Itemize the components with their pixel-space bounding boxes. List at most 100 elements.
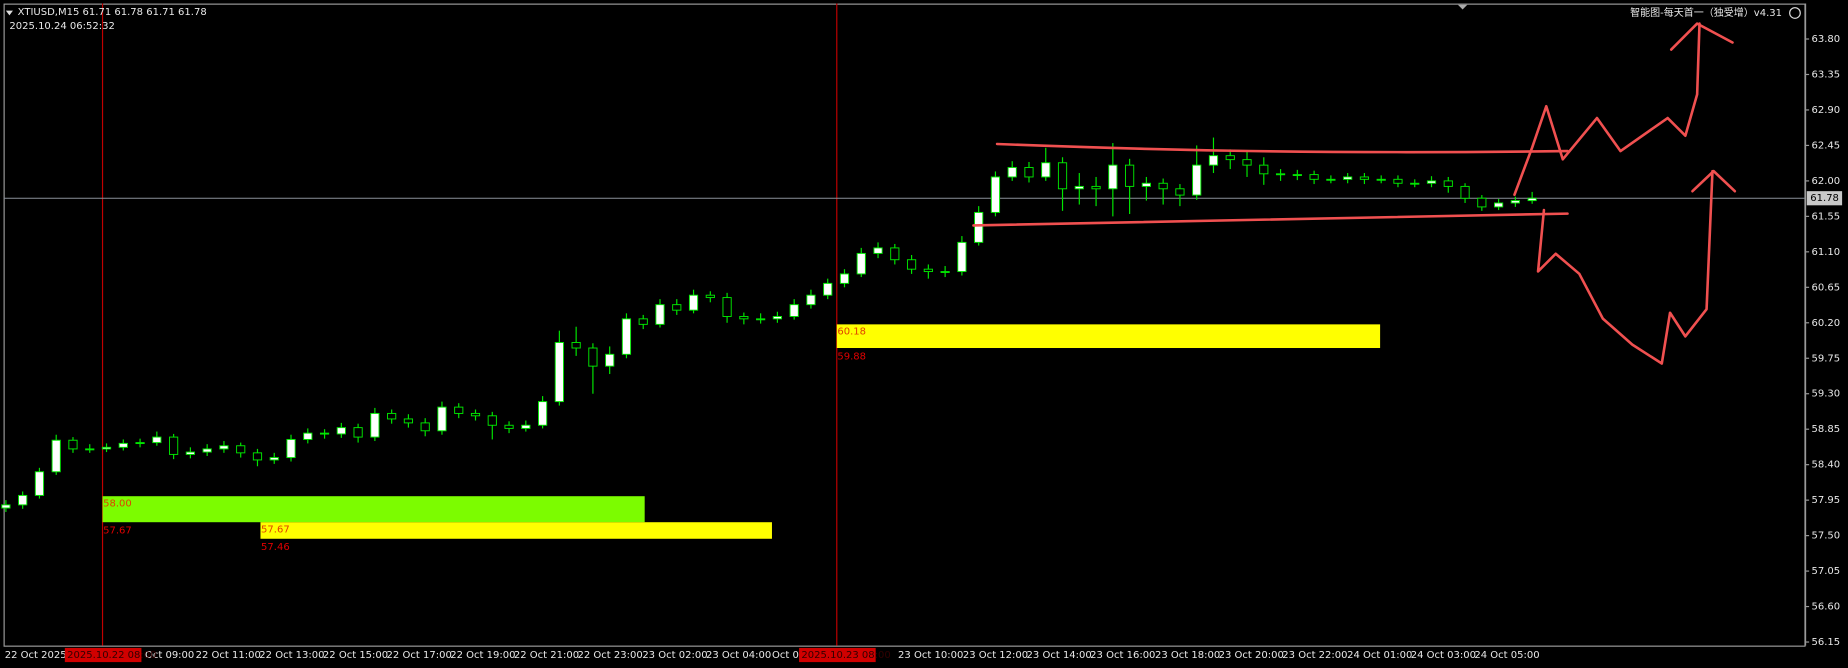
candle-body [504, 424, 514, 429]
candle-body [185, 451, 195, 455]
candle-body [34, 471, 45, 496]
candle-body [940, 271, 950, 273]
indicator-name: 智能图-每天首一（独受增）v4.31 [1630, 6, 1782, 19]
candle-body [957, 241, 967, 273]
x-tick-label: 23 Oct 16:00 [1090, 650, 1155, 661]
shift-marker[interactable] [1457, 4, 1468, 10]
y-tick-label: 58.85 [1811, 424, 1840, 435]
up-scenario [1513, 22, 1701, 197]
x-tick-label: 22 Oct 21:00 [514, 650, 579, 661]
candle-body [169, 436, 179, 455]
collapse-icon[interactable] [5, 10, 13, 16]
candle-body [739, 316, 749, 320]
y-tick-label: 56.15 [1811, 637, 1840, 648]
x-tick-label: 23 Oct 18:00 [1155, 650, 1220, 661]
candle-body [1460, 185, 1470, 199]
x-tick-label: 22 Oct 15:00 [323, 650, 388, 661]
candle-body [336, 427, 346, 435]
timestamp: 2025.10.24 06:52:32 [9, 21, 114, 32]
x-tick-label: 22 Oct 19:00 [450, 650, 515, 661]
x-tick-label: 24 Oct 05:00 [1474, 650, 1539, 661]
x-tick-label: 23 Oct 22:00 [1282, 650, 1347, 661]
candle-body [621, 318, 632, 355]
x-tick-label: 24 Oct 01:00 [1347, 650, 1412, 661]
x-tick-label: 22 Oct 17:00 [387, 650, 452, 661]
y-tick-label: 61.55 [1811, 211, 1840, 222]
candle-body [236, 445, 246, 454]
candle-body [1192, 164, 1202, 196]
candle-body [252, 452, 263, 461]
candle-body [269, 457, 279, 461]
zone-low-label: 59.88 [837, 351, 866, 362]
x-tick-label: 22 Oct 11:00 [196, 650, 261, 661]
candle-body [387, 412, 397, 420]
candle-body [672, 304, 682, 311]
candle-body [1007, 167, 1017, 178]
candle-body [152, 436, 162, 444]
zone [260, 522, 772, 539]
candle-body [1376, 178, 1386, 181]
arrow-head [1691, 169, 1737, 193]
zone-low-label: 57.67 [103, 525, 132, 536]
zone [102, 496, 645, 523]
x-tick-label: 22 Oct 2025 [5, 650, 67, 661]
y-tick-label: 60.20 [1811, 318, 1840, 329]
candle-body [923, 268, 933, 273]
indicator-icon[interactable] [1789, 7, 1801, 19]
candle-body [571, 342, 581, 349]
last-price-label: 61.78 [1810, 193, 1839, 204]
candle-body [1426, 180, 1437, 184]
candle-body [286, 438, 296, 459]
candle-body [1393, 178, 1403, 184]
candle-body [856, 252, 866, 275]
y-tick-label: 62.45 [1811, 140, 1840, 151]
candle-body [806, 294, 816, 306]
candle-body [537, 401, 548, 426]
y-tick-label: 57.50 [1811, 531, 1840, 542]
candle-body [1041, 162, 1051, 178]
candle-body [890, 247, 900, 261]
candle-body [135, 442, 145, 445]
y-tick-label: 56.60 [1811, 602, 1840, 613]
candle-body [370, 412, 380, 438]
candle-body [1091, 185, 1101, 190]
candle-body [1259, 164, 1269, 175]
x-tick-label: 23 Oct 02:00 [642, 650, 707, 661]
candle-body [789, 304, 799, 317]
x-tick-label: Oct 06:00 [772, 650, 821, 661]
y-tick-label: 63.35 [1811, 69, 1840, 80]
candle-body [1292, 174, 1302, 177]
candle-body [521, 424, 531, 429]
candle-body [1125, 164, 1135, 187]
price-axis: 63.80 63.35 62.90 62.45 62.00 61.55 61.10 60.65… [1804, 3, 1843, 648]
candle-body [454, 406, 464, 414]
candle-body [1175, 188, 1185, 196]
candle-body [1158, 182, 1168, 190]
last-price-box [1806, 191, 1843, 206]
candle-body [906, 259, 917, 270]
candle-body [1477, 197, 1487, 208]
x-tick-label: 22 Oct 23:00 [578, 650, 643, 661]
x-tick-label: Oct 09:00 [145, 650, 194, 661]
zone-high-label: 60.18 [837, 326, 866, 337]
candle-body [705, 294, 715, 299]
candle-body [1225, 155, 1235, 161]
candle-body [353, 427, 363, 438]
candle-body [756, 318, 766, 321]
y-tick-label: 62.00 [1811, 176, 1840, 187]
y-tick-label: 57.05 [1811, 566, 1840, 577]
x-tick-label: 24 Oct 03:00 [1411, 650, 1476, 661]
y-tick-label: 59.30 [1811, 389, 1840, 400]
candle-body [1410, 182, 1420, 185]
candle-body [1359, 176, 1370, 180]
candle-body [1057, 162, 1068, 190]
candle-body [722, 297, 732, 317]
candle-body [420, 422, 430, 432]
candle-body [202, 448, 212, 453]
candle-body [1326, 178, 1336, 181]
candle-body [68, 439, 78, 450]
candle-body [219, 445, 229, 450]
y-tick-label: 62.90 [1811, 105, 1840, 116]
